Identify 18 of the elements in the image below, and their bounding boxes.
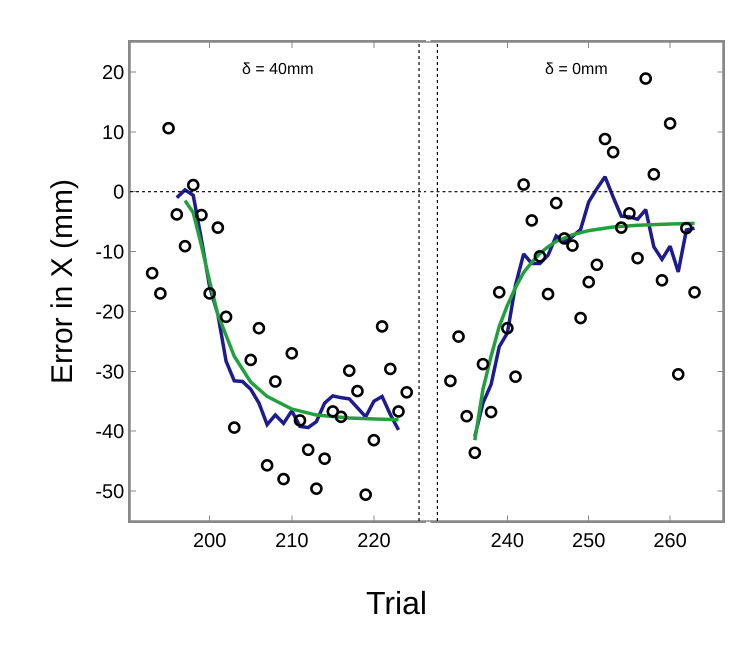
y-axis-title: Error in X (mm) (46, 179, 79, 384)
y-tick-label: -40 (95, 421, 124, 444)
x-tick-label: 260 (653, 530, 687, 552)
y-tick-label: 10 (102, 122, 124, 144)
x-tick-label: 220 (357, 530, 391, 552)
y-tick-label: -10 (95, 242, 124, 264)
y-tick-label: 0 (113, 182, 124, 204)
x-tick-label: 240 (490, 530, 524, 552)
annotation: δ = 40mm (242, 61, 314, 78)
x-tick-label: 210 (275, 530, 308, 552)
y-tick-label: 20 (102, 62, 124, 84)
y-tick-label: -30 (95, 361, 124, 384)
y-tick-label: -50 (95, 481, 124, 504)
y-tick-label: -20 (95, 301, 124, 324)
annotation: δ = 0mm (545, 61, 608, 78)
x-axis-title: Trial (366, 585, 428, 621)
x-tick-label: 200 (192, 530, 226, 552)
x-tick-label: 250 (572, 530, 606, 552)
